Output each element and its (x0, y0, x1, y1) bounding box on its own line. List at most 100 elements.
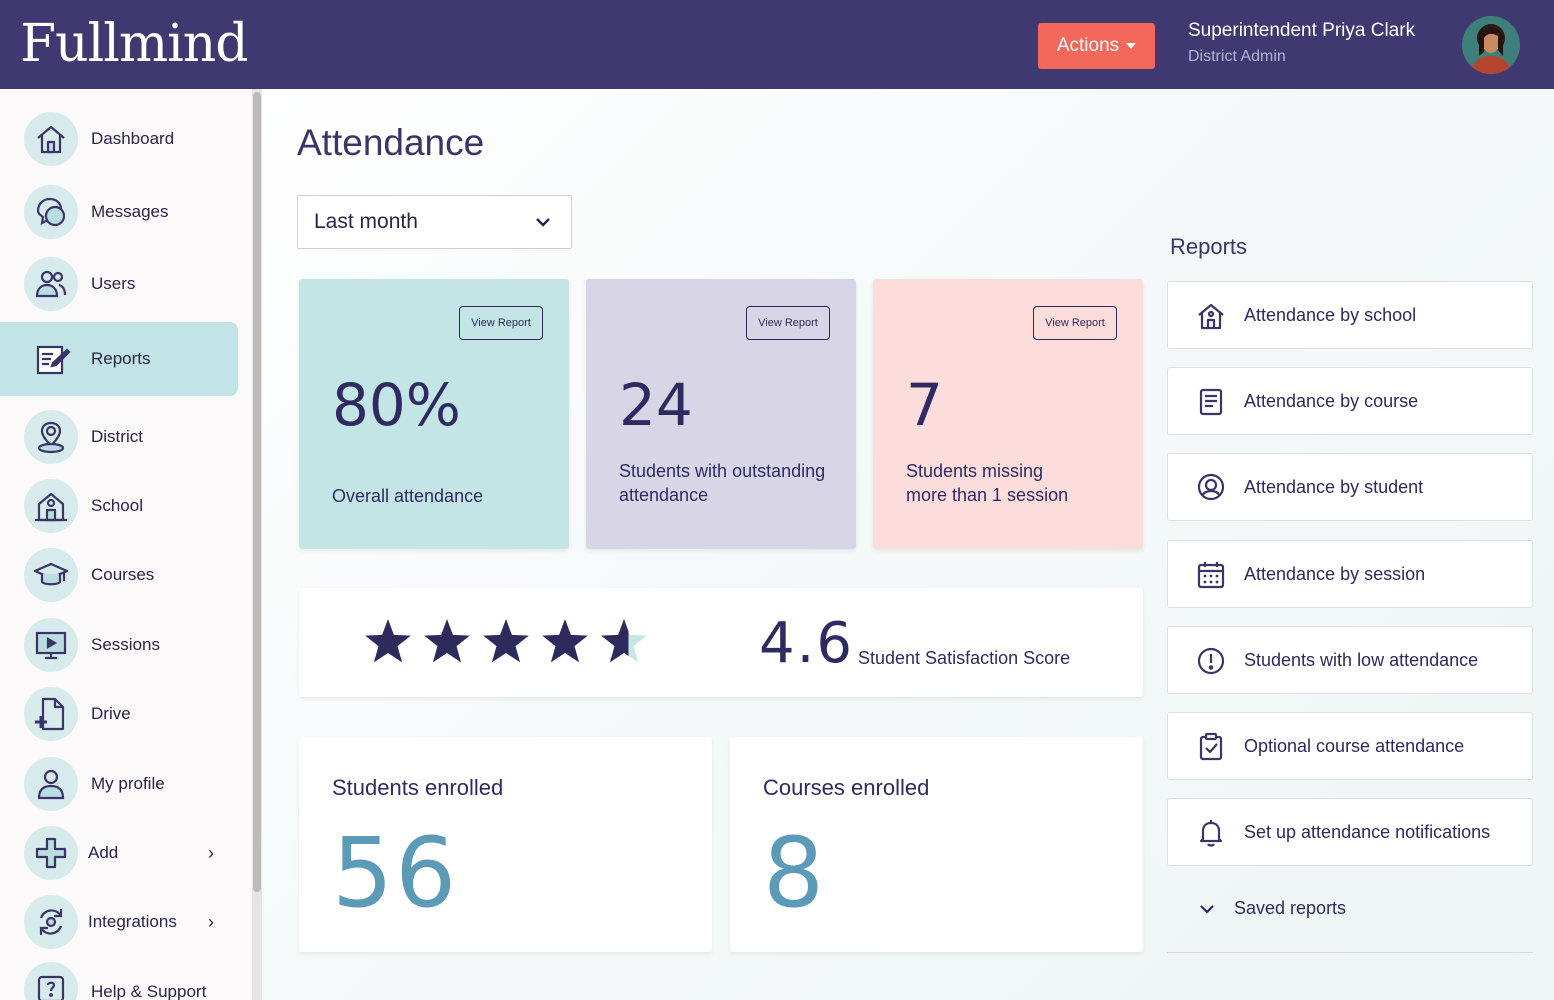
sidebar-item-add[interactable]: Add › (0, 818, 238, 888)
sidebar-item-label: My profile (91, 774, 165, 793)
star-icon (483, 619, 529, 663)
sidebar-item-label: Messages (91, 202, 169, 221)
view-report-button[interactable]: View Report (459, 306, 543, 340)
sidebar-item-label: Users (91, 274, 136, 293)
star-icon (424, 619, 470, 663)
report-link-label: Attendance by school (1244, 304, 1417, 325)
kpi-label: Students with outstanding attendance (619, 461, 826, 505)
saved-reports-label: Saved reports (1234, 898, 1347, 918)
chevron-down-icon (536, 218, 550, 227)
sidebar-item-help[interactable]: Help & Support (0, 956, 238, 1000)
kpi-label: Students missing more than 1 session (906, 461, 1069, 505)
reports-icon (24, 332, 78, 386)
school-icon (24, 479, 78, 533)
saved-reports-toggle[interactable]: Saved reports (1198, 898, 1346, 919)
kpi-card-missing-sessions: View Report 7 Students missing more than… (873, 279, 1143, 549)
period-select[interactable]: Last month (297, 195, 572, 249)
satisfaction-card: 4.6 Student Satisfaction Score (299, 588, 1143, 697)
sidebar-scrollbar-thumb[interactable] (253, 92, 261, 892)
top-bar: Fullmind Actions Superintendent Priya Cl… (0, 0, 1554, 89)
alert-icon (1195, 645, 1227, 677)
sidebar-item-label: Integrations (88, 912, 177, 931)
sidebar-item-label: District (91, 427, 143, 446)
caret-down-icon (1126, 43, 1137, 49)
actions-label: Actions (1056, 35, 1120, 56)
location-pin-icon (24, 410, 78, 464)
monitor-icon (24, 618, 78, 672)
kpi-card-overall-attendance: View Report 80% Overall attendance (299, 279, 569, 549)
sidebar-item-label: Reports (91, 349, 151, 368)
logo[interactable]: Fullmind (20, 14, 249, 74)
plus-icon (24, 826, 78, 880)
clipboard-check-icon (1195, 731, 1227, 763)
report-link-attendance-by-school[interactable]: Attendance by school (1167, 281, 1533, 349)
sidebar-item-label: Courses (91, 565, 155, 584)
school-icon (1195, 300, 1227, 332)
kpi-label: Overall attendance (332, 486, 484, 506)
sidebar-item-drive[interactable]: Drive (0, 679, 238, 749)
report-link-label: Attendance by session (1244, 563, 1426, 584)
star-icon (365, 619, 411, 663)
users-icon (24, 257, 78, 311)
report-link-low-attendance[interactable]: Students with low attendance (1167, 626, 1533, 694)
sidebar-item-reports[interactable]: Reports (0, 322, 238, 396)
kpi-card-outstanding-attendance: View Report 24 Students with outstanding… (586, 279, 856, 549)
avatar[interactable] (1462, 16, 1520, 74)
view-report-button[interactable]: View Report (746, 306, 830, 340)
profile-icon (24, 757, 78, 811)
report-link-label: Attendance by student (1244, 476, 1424, 497)
document-icon (1195, 386, 1227, 418)
chevron-right-icon: › (208, 911, 214, 932)
students-enrolled-card: Students enrolled 56 (299, 737, 712, 952)
sidebar-item-school[interactable]: School (0, 471, 238, 541)
star-rating (365, 619, 647, 663)
sidebar-item-messages[interactable]: Messages (0, 177, 238, 247)
stat-value: 56 (332, 817, 459, 929)
student-icon (1195, 472, 1227, 504)
home-icon (24, 112, 78, 166)
report-link-label: Students with low attendance (1244, 649, 1479, 670)
actions-button[interactable]: Actions (1038, 23, 1155, 69)
sidebar-item-label: Dashboard (91, 129, 175, 148)
user-role: District Admin (1188, 48, 1286, 65)
kpi-value: 80% (332, 371, 461, 439)
calendar-icon (1195, 559, 1227, 591)
messages-icon (24, 185, 78, 239)
sidebar-item-label: School (91, 496, 143, 515)
report-link-label: Optional course attendance (1244, 735, 1465, 756)
sidebar-item-courses[interactable]: Courses (0, 540, 238, 610)
courses-enrolled-card: Courses enrolled 8 (730, 737, 1143, 952)
divider (1167, 952, 1533, 953)
sidebar-item-district[interactable]: District (0, 402, 238, 472)
user-name: Superintendent Priya Clark (1188, 20, 1416, 41)
kpi-value: 24 (619, 371, 693, 439)
view-report-button[interactable]: View Report (1033, 306, 1117, 340)
chevron-right-icon: › (208, 842, 214, 863)
period-select-value: Last month (314, 210, 418, 233)
sidebar-item-dashboard[interactable]: Dashboard (0, 104, 238, 174)
report-link-attendance-by-course[interactable]: Attendance by course (1167, 367, 1533, 435)
kpi-value: 7 (906, 371, 943, 439)
sidebar-item-users[interactable]: Users (0, 249, 238, 319)
sidebar-item-integrations[interactable]: Integrations › (0, 887, 238, 957)
reports-heading: Reports (1170, 234, 1248, 259)
graduation-cap-icon (24, 548, 78, 602)
report-link-label: Attendance by course (1244, 390, 1419, 411)
star-icon (601, 619, 647, 663)
help-icon (24, 962, 78, 1000)
stat-value: 8 (763, 817, 827, 929)
report-link-attendance-by-student[interactable]: Attendance by student (1167, 453, 1533, 521)
report-link-optional-course-attendance[interactable]: Optional course attendance (1167, 712, 1533, 780)
chevron-down-icon (1200, 904, 1214, 914)
stat-title: Courses enrolled (763, 775, 930, 800)
sidebar-item-label: Sessions (91, 635, 160, 654)
bell-icon (1195, 817, 1227, 849)
sidebar-item-sessions[interactable]: Sessions (0, 610, 238, 680)
sidebar-item-label: Drive (91, 704, 131, 723)
report-link-attendance-notifications[interactable]: Set up attendance notifications (1167, 798, 1533, 866)
sidebar-item-label: Add (88, 843, 119, 862)
report-link-attendance-by-session[interactable]: Attendance by session (1167, 540, 1533, 608)
sidebar-item-my-profile[interactable]: My profile (0, 749, 238, 819)
star-icon (542, 619, 588, 663)
satisfaction-score: 4.6 (759, 611, 855, 676)
